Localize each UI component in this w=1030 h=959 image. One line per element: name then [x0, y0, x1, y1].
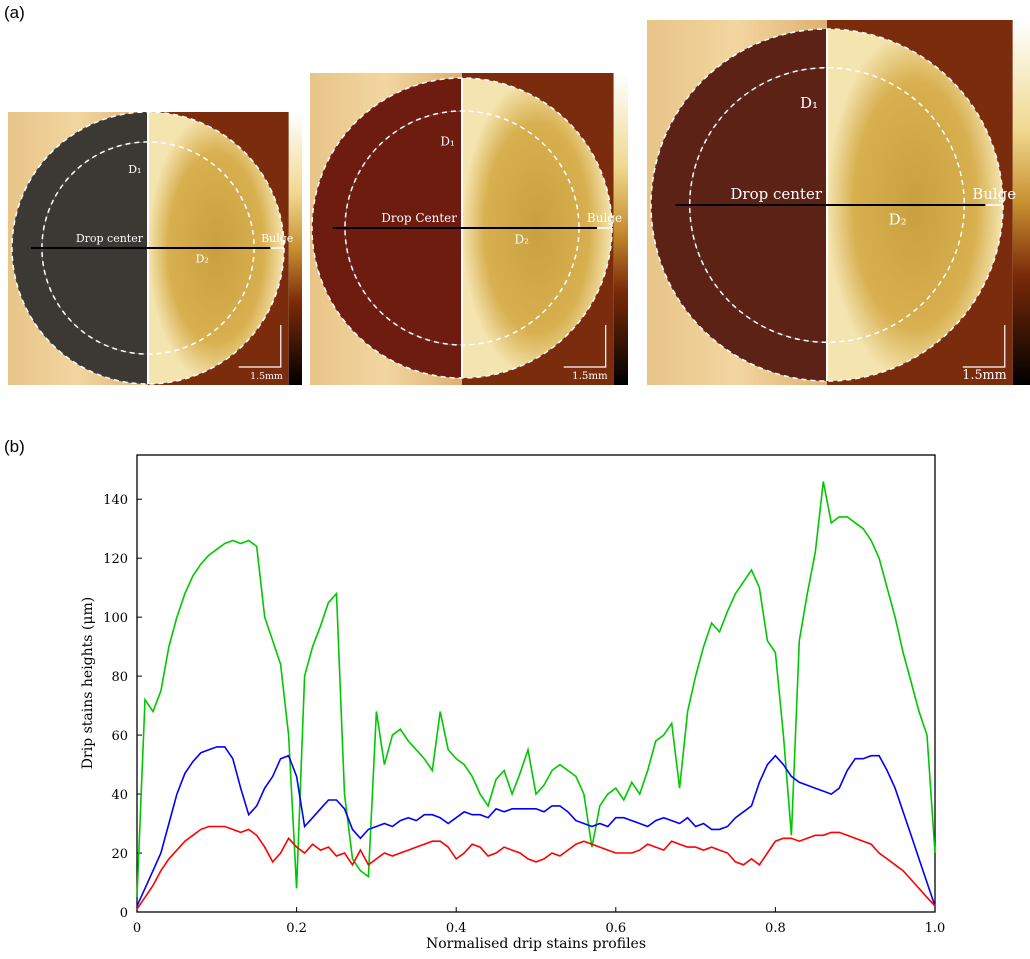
stain-image: D₁ Drop Center D₂ Bulge 1.5mm [310, 73, 628, 385]
panel-label: (b) [4, 437, 25, 456]
scale-label: 1.5mm [962, 368, 1006, 383]
series-line [136, 746, 936, 907]
d1-label: D₁ [128, 163, 141, 176]
x-tick-label: 0.4 [446, 921, 467, 936]
scale-label: 1.5mm [572, 371, 608, 382]
y-tick-label: 100 [103, 611, 128, 626]
image-body [647, 20, 1013, 385]
bulge-label: Bulge [261, 232, 293, 245]
y-axis-label: Drip stains heights (μm) [80, 597, 96, 769]
y-tick-label: 80 [111, 670, 128, 685]
plot-frame [136, 454, 936, 913]
scale-bar [962, 325, 1006, 368]
series-line [136, 481, 936, 898]
bulge-label: Bulge [972, 185, 1016, 203]
d2-label: D₂ [889, 211, 907, 229]
center-label: Drop Center [381, 211, 457, 225]
d2-label: D₂ [515, 233, 530, 247]
d2-label: D₂ [196, 252, 209, 265]
center-label: Drop center [76, 232, 144, 245]
d1-label: D₁ [440, 135, 454, 149]
center-label: Drop center [730, 185, 822, 203]
stain-image: D₁ Drop center D₂ Bulge 1.5mm [8, 112, 302, 385]
y-tick-label: 0 [120, 906, 128, 921]
scale-bar [563, 325, 607, 368]
x-tick-label: 0 [133, 921, 141, 936]
y-tick-label: 120 [103, 552, 128, 567]
y-tick-label: 20 [111, 847, 128, 862]
y-tick-label: 140 [103, 493, 128, 508]
x-tick-label: 0.6 [605, 921, 626, 936]
x-tick-label: 0.8 [765, 921, 786, 936]
bulge-label: Bulge [587, 211, 622, 225]
colorbar [1012, 20, 1030, 385]
d1-label: D₁ [800, 94, 818, 112]
colorbar [613, 73, 628, 385]
scale-bar [238, 325, 282, 368]
stain-image: D₁ Drop center D₂ Bulge 1.5mm [647, 20, 1030, 385]
series-line [136, 825, 936, 910]
y-tick-label: 40 [111, 788, 128, 803]
y-tick-label: 60 [111, 729, 128, 744]
x-tick-label: 1.0 [925, 921, 946, 936]
panel-label: (a) [4, 3, 25, 22]
colorbar [288, 112, 302, 385]
x-axis-label: Normalised drip stains profiles [426, 936, 646, 952]
scale-label: 1.5mm [250, 371, 283, 382]
x-tick-label: 0.2 [286, 921, 307, 936]
